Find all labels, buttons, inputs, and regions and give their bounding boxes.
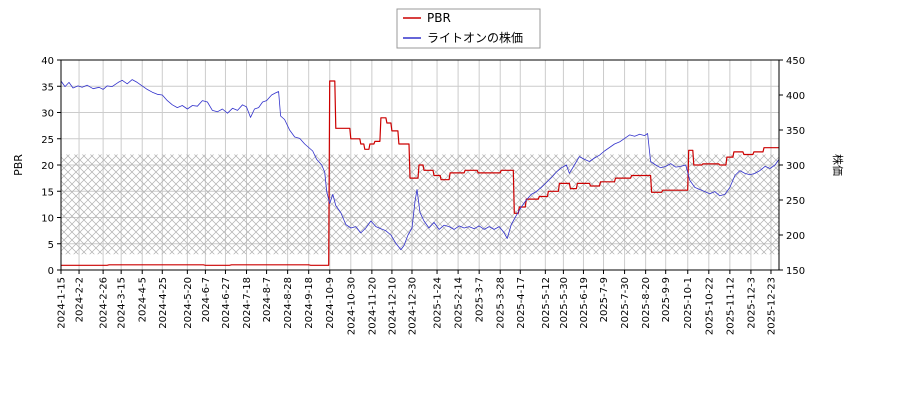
right-tick-label: 250: [786, 196, 805, 207]
x-tick-label: 2024-12-30: [407, 277, 418, 335]
x-tick-label: 2024-6-27: [221, 277, 232, 329]
series-group: [61, 79, 779, 266]
right-tick-label: 300: [786, 161, 805, 172]
x-tick-label: 2025-3-28: [496, 277, 507, 329]
x-tick-label: 2024-12-10: [387, 277, 398, 335]
legend: PBR ライトオンの株価: [396, 8, 541, 49]
stock-price-line: [61, 79, 779, 251]
x-tick-label: 2025-7-9: [599, 277, 610, 322]
left-tick-label: 5: [48, 240, 54, 251]
legend-label-pbr: PBR: [427, 11, 451, 25]
x-tick-label: 2024-2-26: [99, 277, 110, 329]
x-tick-label: 2024-8-7: [262, 277, 273, 322]
left-tick-label: 20: [41, 161, 54, 172]
left-tick-label: 35: [41, 82, 54, 93]
x-tick-label: 2025-5-30: [559, 277, 570, 329]
x-tick-label: 2024-1-15: [57, 277, 68, 329]
hatched-band: [61, 154, 779, 255]
x-tick-label: 2025-4-17: [516, 277, 527, 329]
legend-box: [396, 8, 541, 49]
x-tick-label: 2025-1-24: [433, 277, 444, 329]
x-tick-label: 2025-9-9: [661, 277, 672, 322]
x-tick-label: 2025-10-1: [683, 277, 694, 329]
x-tick-label: 2024-7-18: [242, 277, 253, 329]
x-tick-label: 2025-3-7: [475, 277, 486, 322]
x-tick-label: 2024-6-7: [201, 277, 212, 322]
x-tick-label: 2024-10-30: [346, 277, 357, 335]
right-tick-label: 400: [786, 91, 805, 102]
left-tick-label: 15: [41, 187, 54, 198]
left-tick-label: 30: [41, 109, 54, 120]
x-tick-label: 2025-11-12: [725, 277, 736, 335]
left-tick-label: 10: [41, 214, 54, 225]
x-tick-label: 2025-5-12: [541, 277, 552, 329]
right-tick-label: 450: [786, 56, 805, 67]
x-tick-label: 2025-12-3: [746, 277, 757, 329]
x-tick-label: 2025-10-22: [704, 277, 715, 335]
x-tick-label: 2024-4-25: [158, 277, 169, 329]
right-tick-label: 150: [786, 266, 805, 277]
x-tick-label: 2025-8-20: [641, 277, 652, 329]
left-tick-label: 25: [41, 135, 54, 146]
x-tick-label: 2025-12-23: [766, 277, 777, 335]
right-y-axis: 150 200 250 300 350 400 450: [779, 56, 805, 277]
x-axis: 2024-1-15 2024-2-2 2024-2-26 2024-3-15 2024-…: [57, 270, 777, 335]
x-tick-label: 2025-7-30: [620, 277, 631, 329]
left-tick-label: 0: [48, 266, 54, 277]
x-tick-label: 2024-8-28: [283, 277, 294, 329]
right-tick-label: 200: [786, 231, 805, 242]
x-tick-label: 2024-2-2: [75, 277, 86, 322]
legend-label-price: ライトオンの株価: [427, 30, 523, 45]
x-tick-label: 2024-3-15: [117, 277, 128, 329]
x-tick-label: 2024-4-5: [138, 277, 149, 322]
x-tick-label: 2025-2-14: [454, 277, 465, 329]
right-tick-label: 350: [786, 126, 805, 137]
left-y-axis: 0 5 10 15 20 25 30 35 40: [41, 56, 61, 277]
left-axis-title: PBR: [12, 154, 25, 176]
x-tick-label: 2024-11-20: [367, 277, 378, 335]
x-tick-label: 2024-9-18: [304, 277, 315, 329]
x-tick-label: 2025-6-19: [579, 277, 590, 329]
x-tick-label: 2024-5-20: [183, 277, 194, 329]
pbr-line: [61, 80, 779, 266]
left-tick-label: 40: [41, 56, 54, 67]
x-tick-label: 2024-10-9: [325, 277, 336, 329]
right-axis-title: 株価: [831, 154, 845, 176]
